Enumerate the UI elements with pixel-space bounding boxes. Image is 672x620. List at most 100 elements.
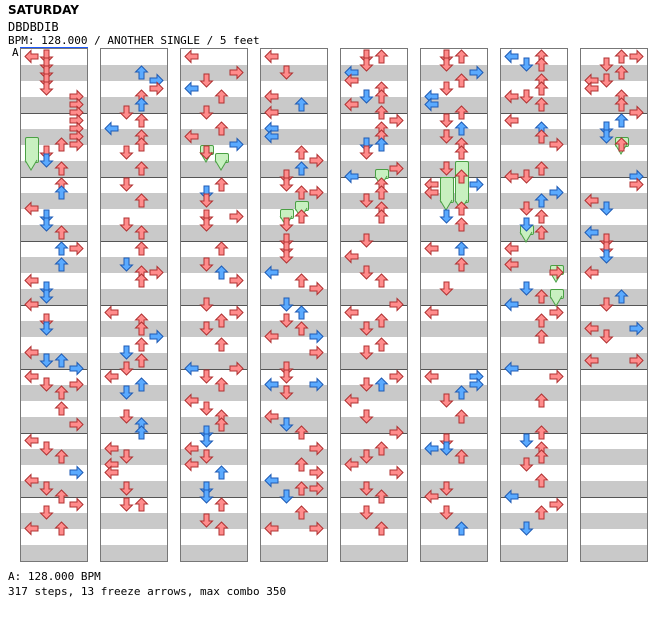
arrow-down-icon [519,89,534,104]
beat-band [21,161,87,177]
arrow-up-icon [294,457,309,472]
arrow-right-icon [389,161,404,176]
measure-line [421,177,487,178]
arrow-left-icon [504,489,519,504]
arrow-up-icon [134,353,149,368]
beat-band [341,129,407,145]
arrow-up-icon [374,441,389,456]
arrow-down-icon [439,441,454,456]
arrow-down-icon [439,81,454,96]
arrow-up-icon [214,121,229,136]
arrow-left-icon [184,81,199,96]
arrow-up-icon [534,425,549,440]
beat-band [581,129,647,145]
arrow-up-icon [214,417,229,432]
arrow-right-icon [309,521,324,536]
arrow-down-icon [279,249,294,264]
arrow-down-icon [199,449,214,464]
arrow-right-icon [389,297,404,312]
beat-band [341,289,407,305]
beat-band [581,385,647,401]
arrow-down-icon [279,417,294,432]
arrow-down-icon [519,217,534,232]
beat-band [101,289,167,305]
measure-line [101,369,167,370]
measure-line [21,113,87,114]
beat-band [261,289,327,305]
arrow-up-icon [534,505,549,520]
arrow-left-icon [584,321,599,336]
measure-line [581,433,647,434]
arrow-right-icon [629,49,644,64]
beat-band [501,353,567,369]
measure-line [581,113,647,114]
measure-line [341,305,407,306]
freeze-arrow-tail [549,293,563,307]
measure-line [501,497,567,498]
arrow-down-icon [359,321,374,336]
arrow-down-icon [39,353,54,368]
measure-line [181,113,247,114]
song-info: BPM: 128.000 / ANOTHER SINGLE / 5 feet [8,34,260,47]
beat-band [341,385,407,401]
arrow-down-icon [119,177,134,192]
arrow-up-icon [454,409,469,424]
arrow-up-icon [294,209,309,224]
arrow-up-icon [534,97,549,112]
measure-line [181,305,247,306]
arrow-up-icon [134,97,149,112]
arrow-right-icon [69,361,84,376]
arrow-up-icon [134,225,149,240]
arrow-left-icon [104,465,119,480]
arrow-right-icon [229,137,244,152]
arrow-left-icon [504,297,519,312]
beat-band [261,225,327,241]
arrow-down-icon [599,57,614,72]
arrow-up-icon [294,425,309,440]
beat-band [21,545,87,561]
arrow-up-icon [374,49,389,64]
beat-band [101,257,167,273]
beat-band [581,257,647,273]
beat-band [181,289,247,305]
beat-band [421,129,487,145]
arrow-down-icon [359,345,374,360]
arrow-up-icon [214,265,229,280]
beat-band [581,513,647,529]
arrow-right-icon [69,465,84,480]
measure-line [501,177,567,178]
arrow-left-icon [264,409,279,424]
arrow-up-icon [294,505,309,520]
arrow-right-icon [549,185,564,200]
arrow-left-icon [24,201,39,216]
arrow-right-icon [549,137,564,152]
arrow-left-icon [424,97,439,112]
beat-band [181,353,247,369]
beat-band [101,353,167,369]
measure-line [501,369,567,370]
arrow-down-icon [359,233,374,248]
arrow-down-icon [359,409,374,424]
arrow-up-icon [374,105,389,120]
beat-band [501,161,567,177]
measure-line [101,497,167,498]
arrow-up-icon [614,65,629,80]
beat-band [101,129,167,145]
arrow-up-icon [54,401,69,416]
arrow-down-icon [119,409,134,424]
measure-line [181,433,247,434]
chart-column-1 [20,48,88,562]
arrow-down-icon [199,73,214,88]
arrow-left-icon [264,377,279,392]
measure-line [21,497,87,498]
arrow-up-icon [614,289,629,304]
arrow-up-icon [54,185,69,200]
measure-line [261,177,327,178]
beat-band [341,257,407,273]
arrow-right-icon [549,369,564,384]
beat-band [501,385,567,401]
arrow-down-icon [119,481,134,496]
arrow-right-icon [309,185,324,200]
arrow-down-icon [519,433,534,448]
bpm-summary: A: 128.000 BPM [8,570,101,583]
